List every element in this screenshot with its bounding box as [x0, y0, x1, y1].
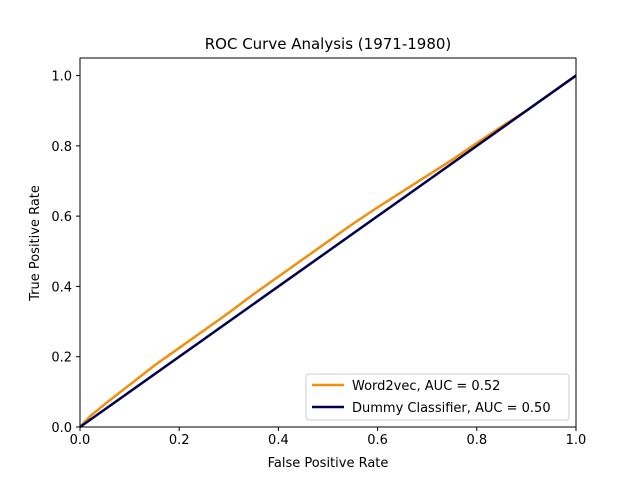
- plot-area: [79, 57, 577, 429]
- y-tick-label: 0.4: [51, 280, 72, 295]
- plot-frame: [79, 57, 577, 428]
- x-axis-label: False Positive Rate: [268, 456, 389, 471]
- chart-title: ROC Curve Analysis (1971-1980): [205, 35, 452, 53]
- y-tick-label: 0.0: [51, 421, 72, 436]
- legend-label-word2vec: Word2vec, AUC = 0.52: [352, 379, 500, 394]
- y-tick-label: 0.8: [51, 140, 72, 155]
- y-axis-label: True Positive Rate: [28, 185, 43, 302]
- series-line-word2vec: [79, 74, 577, 428]
- legend: Word2vec, AUC = 0.52 Dummy Classifier, A…: [305, 373, 570, 421]
- y-tick-label: 0.2: [51, 351, 72, 366]
- y-axis-ticks: 0.0 0.2 0.4 0.6 0.8 1.0: [51, 70, 80, 436]
- x-tick-label: 0.0: [70, 433, 91, 448]
- x-tick-label: 0.2: [169, 433, 190, 448]
- series-line-dummy-classifier: [79, 74, 577, 429]
- x-tick-label: 1.0: [566, 433, 587, 448]
- x-tick-label: 0.6: [367, 433, 388, 448]
- y-tick-label: 0.6: [51, 210, 72, 225]
- x-axis-ticks: 0.0 0.2 0.4 0.6 0.8 1.0: [70, 427, 587, 448]
- x-tick-label: 0.4: [268, 433, 289, 448]
- legend-box: [305, 373, 570, 421]
- legend-label-dummy: Dummy Classifier, AUC = 0.50: [352, 401, 551, 416]
- x-tick-label: 0.8: [466, 433, 487, 448]
- series-group: [79, 74, 577, 429]
- y-tick-label: 1.0: [51, 70, 72, 85]
